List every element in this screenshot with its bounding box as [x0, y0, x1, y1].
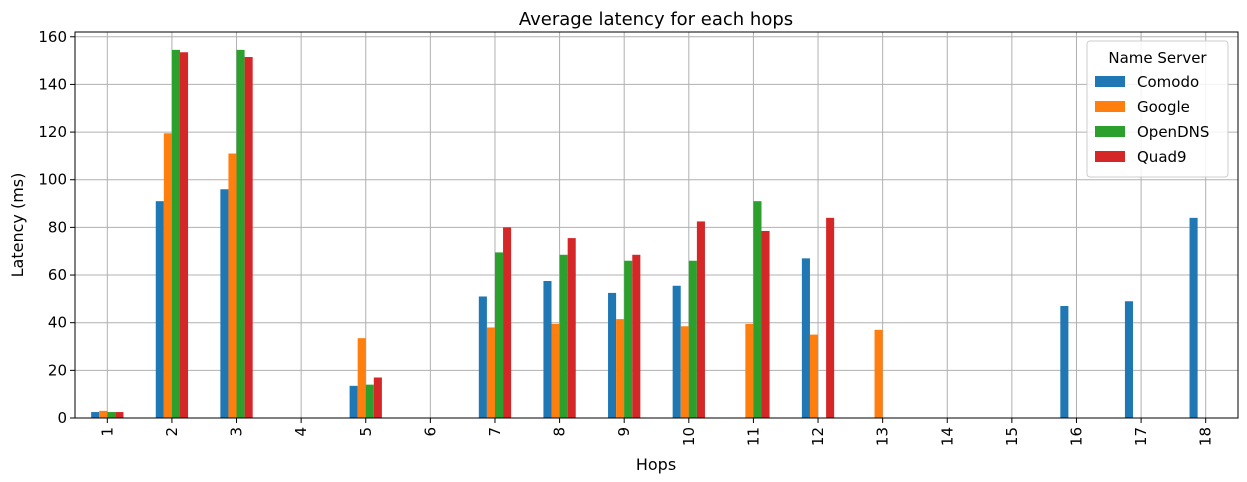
bar-quad9-hop-5 — [373, 377, 382, 418]
bar-comodo-hop-16 — [1060, 306, 1069, 418]
bar-comodo-hop-18 — [1189, 217, 1198, 418]
x-tick-label: 12 — [809, 427, 827, 446]
x-tick-label: 18 — [1197, 427, 1215, 446]
legend: Name Server Comodo Google OpenDNS Quad9 — [1086, 40, 1229, 178]
chart-title: Average latency for each hops — [519, 9, 793, 30]
y-axis: 0 20 40 60 80 100 120 140 160 — [38, 28, 75, 427]
y-tick-label: 140 — [38, 75, 67, 93]
bar-comodo-hop-17 — [1124, 301, 1134, 418]
x-tick-label: 15 — [1003, 427, 1021, 446]
bar-comodo-hop-10 — [672, 285, 681, 418]
y-tick-label: 80 — [48, 218, 67, 236]
x-tick-label: 7 — [486, 427, 504, 437]
bar-opendns-hop-11 — [753, 201, 762, 418]
bar-google-hop-8 — [551, 323, 560, 418]
bar-quad9-hop-2 — [179, 52, 189, 419]
bar-opendns-hop-2 — [171, 49, 180, 419]
legend-swatch-comodo — [1095, 76, 1125, 87]
bar-google-hop-12 — [809, 334, 819, 418]
bars — [91, 49, 1198, 419]
x-tick-label: 3 — [228, 427, 246, 437]
bar-google-hop-2 — [163, 133, 172, 418]
y-tick-label: 40 — [48, 314, 67, 332]
bar-google-hop-11 — [745, 323, 754, 418]
bar-comodo-hop-12 — [801, 258, 810, 418]
plot-frame — [74, 31, 1239, 419]
bar-comodo-hop-7 — [478, 296, 487, 418]
bar-comodo-hop-1 — [91, 412, 100, 418]
legend-label-quad9: Quad9 — [1137, 148, 1187, 166]
bar-opendns-hop-8 — [559, 254, 568, 418]
x-axis-label: Hops — [636, 455, 676, 474]
bar-quad9-hop-7 — [503, 227, 512, 418]
x-axis: 1 2 3 4 5 6 7 8 9 10 11 12 13 14 15 16 17 18 — [98, 418, 1215, 446]
bar-opendns-hop-1 — [107, 412, 116, 418]
x-tick-label: 5 — [357, 427, 375, 437]
y-tick-label: 120 — [38, 123, 67, 141]
bar-opendns-hop-3 — [236, 49, 245, 419]
y-tick-label: 60 — [48, 266, 67, 284]
legend-title: Name Server — [1108, 49, 1207, 67]
bar-comodo-hop-2 — [155, 201, 164, 418]
bar-comodo-hop-8 — [543, 280, 552, 418]
bar-quad9-hop-10 — [696, 221, 705, 418]
bar-google-hop-5 — [357, 338, 366, 418]
legend-label-opendns: OpenDNS — [1137, 123, 1209, 141]
x-tick-label: 1 — [98, 427, 116, 437]
bar-quad9-hop-9 — [632, 254, 641, 418]
bar-quad9-hop-12 — [826, 217, 835, 418]
x-tick-label: 11 — [744, 427, 762, 446]
x-tick-label: 9 — [615, 427, 633, 437]
y-tick-label: 0 — [57, 409, 67, 427]
y-tick-label: 100 — [38, 171, 67, 189]
legend-label-google: Google — [1137, 98, 1190, 116]
bar-google-hop-13 — [874, 329, 883, 418]
bar-google-hop-1 — [99, 410, 108, 418]
x-tick-label: 17 — [1132, 427, 1150, 446]
bar-quad9-hop-3 — [244, 57, 253, 418]
bar-google-hop-7 — [486, 327, 495, 418]
x-tick-label: 2 — [163, 427, 181, 437]
bar-comodo-hop-9 — [608, 292, 617, 418]
x-tick-label: 13 — [874, 427, 892, 446]
bar-comodo-hop-5 — [349, 385, 358, 418]
x-tick-label: 8 — [551, 427, 569, 437]
bar-google-hop-10 — [680, 326, 689, 418]
bar-comodo-hop-3 — [220, 189, 229, 418]
x-tick-label: 6 — [421, 427, 439, 437]
bar-opendns-hop-9 — [624, 260, 633, 418]
y-axis-label: Latency (ms) — [8, 173, 27, 278]
bar-opendns-hop-10 — [688, 260, 697, 418]
x-tick-label: 14 — [938, 427, 956, 446]
bar-google-hop-3 — [228, 153, 237, 418]
y-tick-label: 20 — [48, 361, 67, 379]
y-tick-label: 160 — [38, 28, 67, 46]
bar-quad9-hop-8 — [567, 238, 576, 418]
bar-quad9-hop-11 — [761, 230, 770, 418]
bar-google-hop-9 — [616, 319, 625, 418]
bar-opendns-hop-7 — [494, 252, 504, 418]
legend-swatch-google — [1095, 101, 1125, 112]
legend-swatch-quad9 — [1095, 151, 1125, 162]
x-tick-label: 10 — [680, 427, 698, 446]
bar-opendns-hop-5 — [365, 384, 374, 418]
legend-swatch-opendns — [1095, 126, 1125, 137]
legend-box — [1086, 40, 1229, 178]
legend-label-comodo: Comodo — [1137, 73, 1199, 91]
bar-quad9-hop-1 — [115, 412, 124, 418]
x-tick-label: 16 — [1067, 427, 1085, 446]
x-tick-label: 4 — [292, 427, 310, 437]
